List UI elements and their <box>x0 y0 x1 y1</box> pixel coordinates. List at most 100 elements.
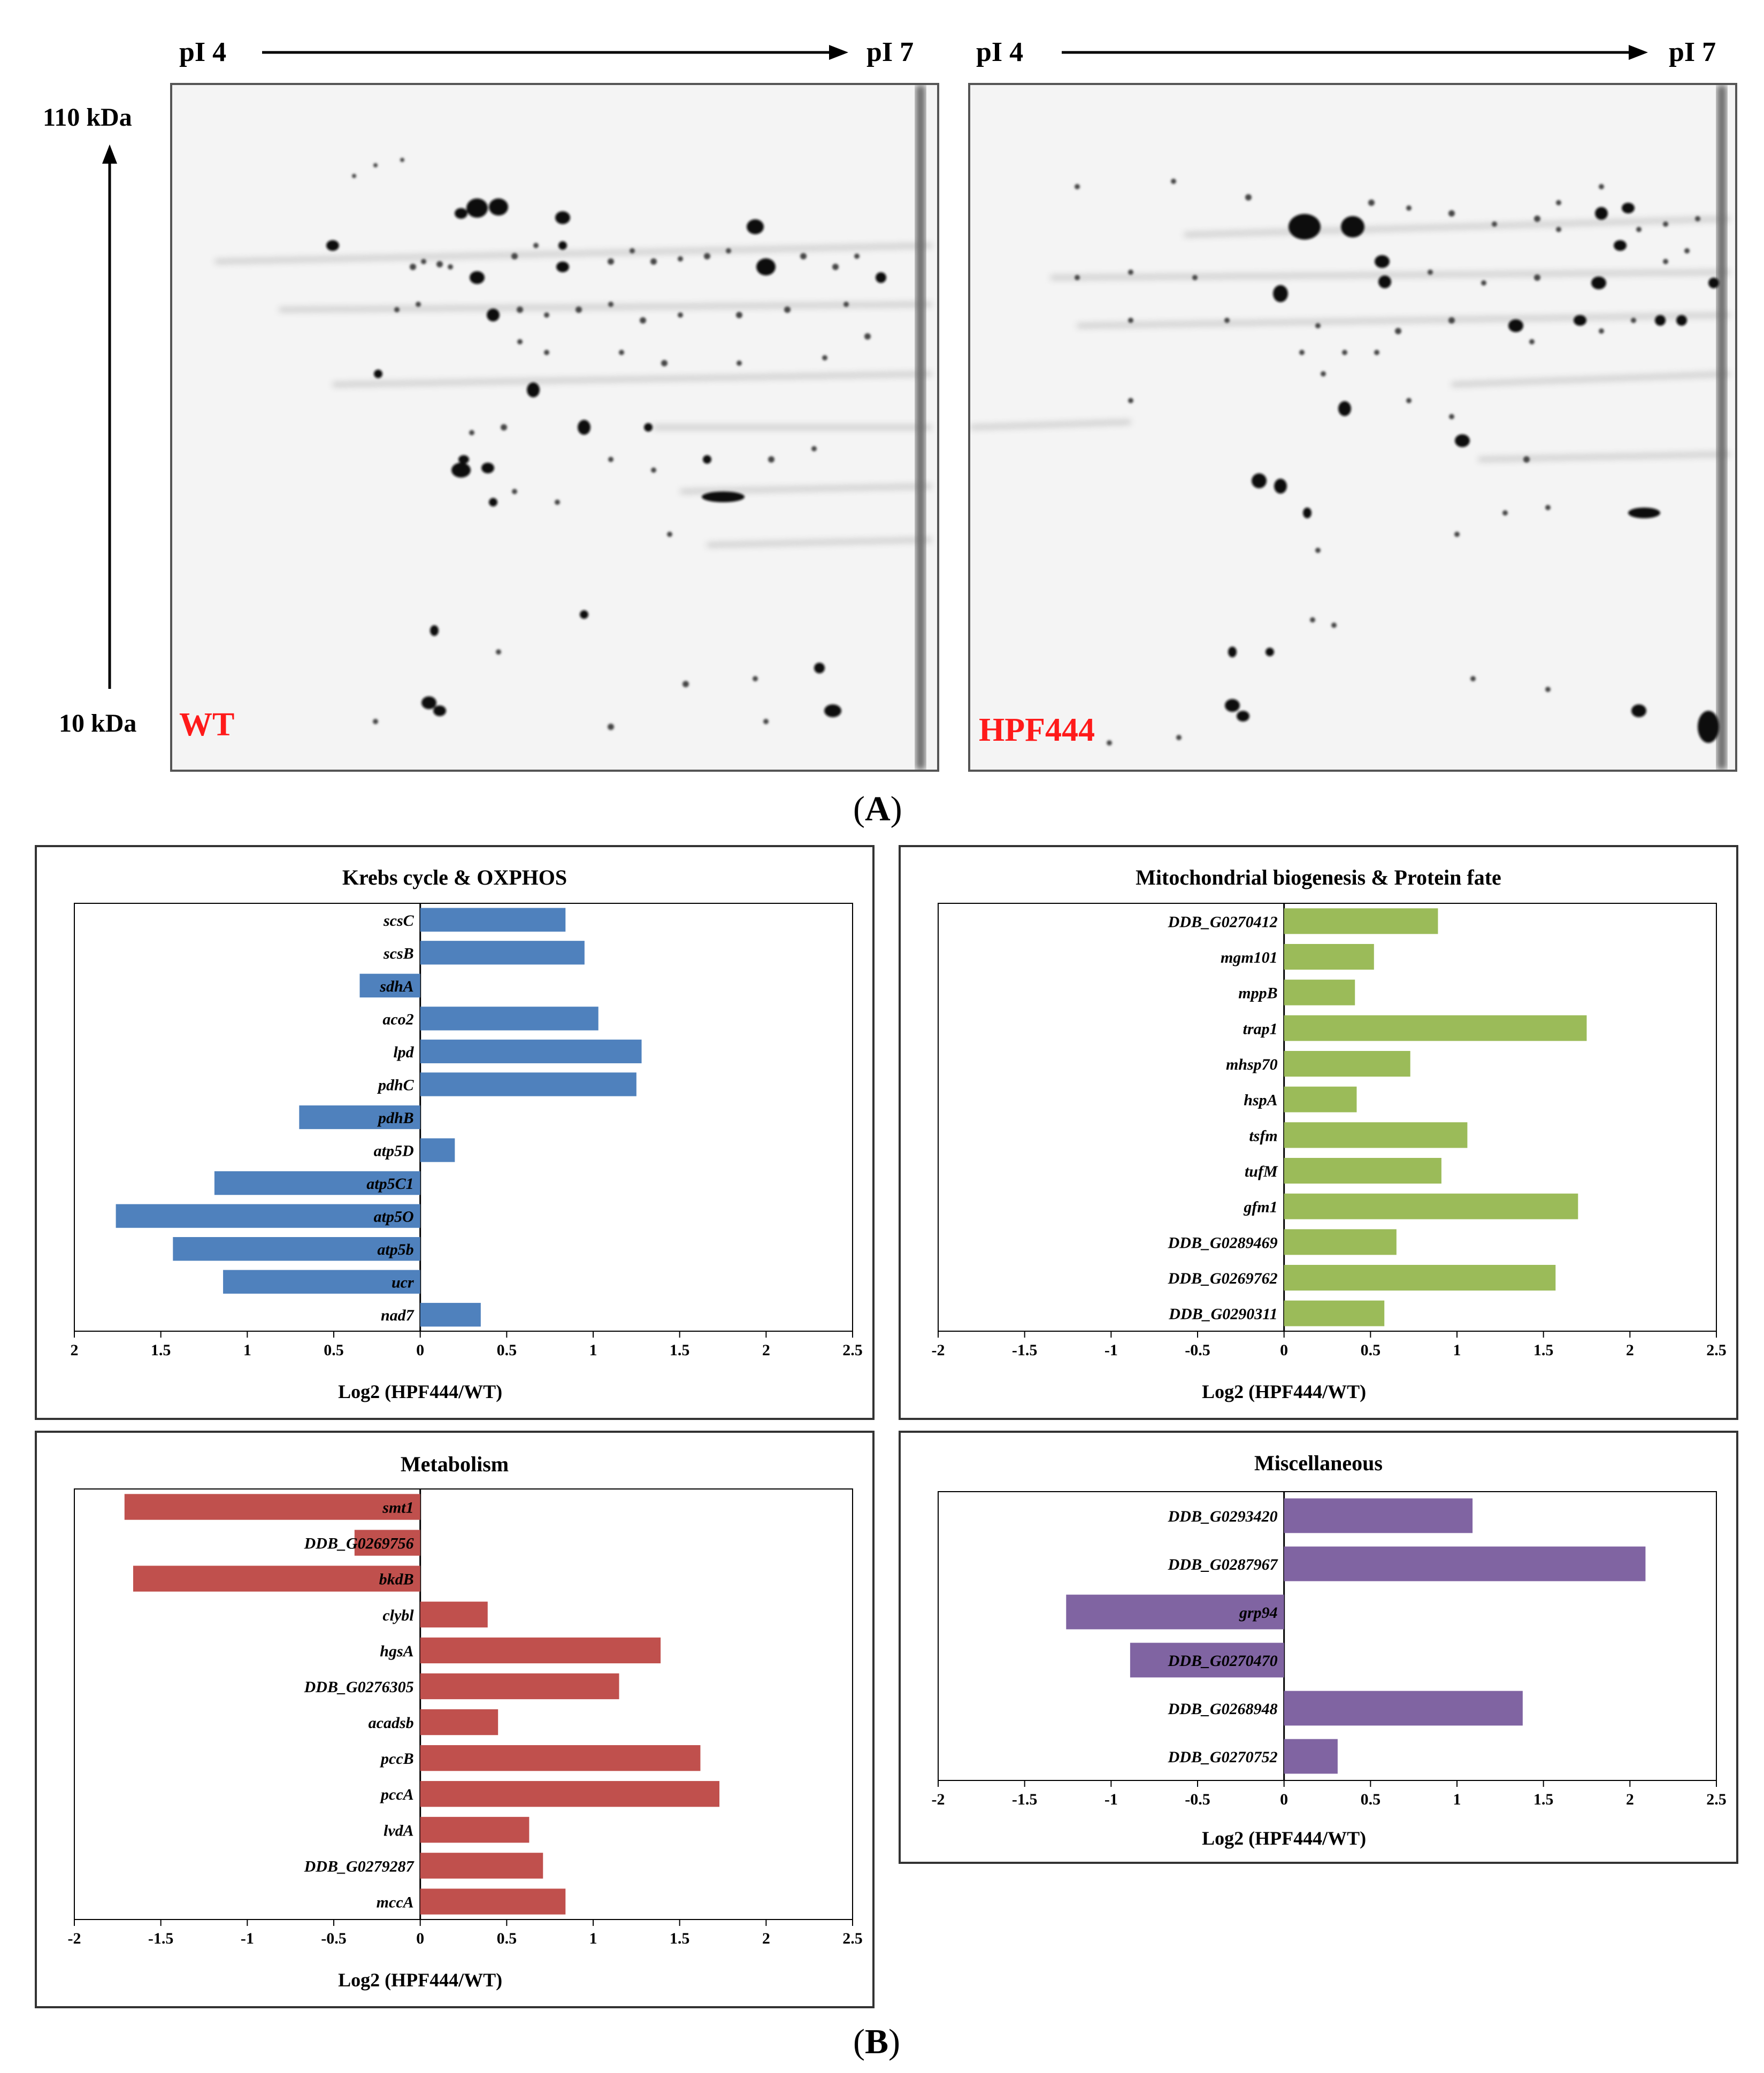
x-tick-label: -2 <box>932 1341 945 1359</box>
chart-mito: Mitochondrial biogenesis & Protein fate D… <box>899 845 1738 1420</box>
bar-label-hspa: hspA <box>1244 1092 1277 1109</box>
x-tick-label: 0.5 <box>1361 1341 1381 1359</box>
bar-label-ddb_g0269756: DDB_G0269756 <box>304 1535 414 1553</box>
bar-grp94 <box>1066 1594 1284 1630</box>
bar-mgm101 <box>1284 944 1374 970</box>
ph-arrow-left <box>262 42 850 63</box>
bar-mcca <box>420 1888 566 1915</box>
bar-label-atp5o: atp5O <box>374 1208 414 1226</box>
bar-ddb_g0269762 <box>1284 1265 1556 1291</box>
bar-scsb <box>420 941 585 965</box>
bar-mppb <box>1284 979 1355 1005</box>
mw-top-label: 110 kDa <box>43 103 132 132</box>
chart-krebs: Krebs cycle & OXPHOS scsC scsB sdhA aco2 lpd p… <box>35 845 875 1420</box>
bar-sdha <box>359 973 420 997</box>
x-tick-label: -2 <box>68 1930 81 1947</box>
bar-hspa <box>1284 1086 1357 1112</box>
x-axis-label: Log2 (HPF444/WT) <box>1202 1828 1366 1849</box>
bar-label-mppb: mppB <box>1238 985 1277 1002</box>
x-tick-label: 0.5 <box>324 1341 344 1359</box>
bar-hgsa <box>420 1637 661 1664</box>
bar-tsfm <box>1284 1122 1468 1148</box>
x-tick-label: 0 <box>1280 1341 1288 1359</box>
bar-ddb_g0270470 <box>1130 1642 1284 1678</box>
panel-letter-b: (B) <box>853 2022 900 2061</box>
chart-title: Miscellaneous <box>1254 1451 1383 1475</box>
bar-ddb_g0289469 <box>1284 1229 1397 1255</box>
x-tick-label: -1 <box>241 1930 254 1947</box>
bar-pcca <box>420 1781 720 1807</box>
bar-trap1 <box>1284 1015 1587 1041</box>
bar-lpd <box>420 1039 642 1064</box>
ph-end-left: pI 7 <box>866 37 914 67</box>
bar-scsc <box>420 908 566 932</box>
bar-label-mgm101: mgm101 <box>1221 949 1278 966</box>
bar-label-scsb: scsB <box>383 945 414 962</box>
bar-label-bkdb: bkdB <box>379 1571 414 1588</box>
x-tick-label: 2 <box>71 1341 79 1359</box>
bar-label-aco2: aco2 <box>382 1010 413 1028</box>
x-tick-label: 0.5 <box>1361 1791 1381 1808</box>
bar-atp5c1 <box>214 1171 420 1195</box>
x-tick-label: 1 <box>1453 1341 1461 1359</box>
plot-area <box>938 1491 1717 1781</box>
bar-label-pcca: pccA <box>379 1786 414 1803</box>
x-axis-label: Log2 (HPF444/WT) <box>338 1381 502 1402</box>
bar-lvda <box>420 1817 530 1843</box>
bar-label-ddb_g0293420: DDB_G0293420 <box>1168 1508 1278 1525</box>
x-axis-label: Log2 (HPF444/WT) <box>338 1969 502 1991</box>
bar-gfm1 <box>1284 1193 1578 1219</box>
bar-bkdb <box>133 1565 420 1592</box>
ph-end-right: pI 7 <box>1669 37 1716 67</box>
bar-label-smt1: smt1 <box>382 1499 413 1517</box>
bar-pccb <box>420 1745 701 1771</box>
x-tick-label: 1 <box>589 1341 597 1359</box>
bar-label-pdhc: pdhC <box>377 1076 415 1094</box>
bar-ddb_g0279287 <box>420 1853 543 1879</box>
x-tick-label: 1 <box>243 1341 251 1359</box>
bar-ucr <box>223 1270 420 1294</box>
x-tick-label: -1 <box>1105 1791 1118 1808</box>
x-tick-label: -1.5 <box>1012 1341 1038 1359</box>
bar-label-atp5b: atp5b <box>377 1241 413 1258</box>
bar-label-lpd: lpd <box>393 1043 414 1061</box>
ph-start-left: pI 4 <box>179 37 227 67</box>
x-tick-label: 1 <box>589 1930 597 1947</box>
x-tick-label: 2.5 <box>1706 1791 1727 1808</box>
x-tick-label: 1.5 <box>151 1341 171 1359</box>
x-tick-label: 0.5 <box>497 1930 517 1947</box>
bar-ddb_g0270752 <box>1284 1739 1338 1774</box>
bar-label-trap1: trap1 <box>1243 1020 1278 1038</box>
x-tick-label: -1.5 <box>148 1930 174 1947</box>
bar-pdhb <box>299 1105 420 1130</box>
bar-acadsb <box>420 1709 498 1736</box>
gel-label-hpf444: HPF444 <box>979 712 1095 748</box>
x-tick-label: 2.5 <box>842 1341 863 1359</box>
x-tick-label: 2 <box>1626 1341 1634 1359</box>
panel-letter-a: (A) <box>853 789 902 828</box>
bar-label-mhsp70: mhsp70 <box>1226 1056 1278 1073</box>
bar-nad7 <box>420 1303 481 1327</box>
x-tick-label: 1.5 <box>1533 1341 1554 1359</box>
bar-label-ddb_g0289469: DDB_G0289469 <box>1168 1234 1278 1252</box>
bar-label-clybl: clybl <box>382 1607 414 1624</box>
bar-label-pdhb: pdhB <box>377 1109 414 1127</box>
ph-start-right: pI 4 <box>976 37 1024 67</box>
x-tick-label: -1 <box>1105 1341 1118 1359</box>
bar-ddb_g0290311 <box>1284 1300 1385 1326</box>
bar-label-nad7: nad7 <box>381 1307 415 1324</box>
bar-label-ddb_g0270412: DDB_G0270412 <box>1168 913 1278 931</box>
bar-clybl <box>420 1601 488 1627</box>
bar-tufm <box>1284 1158 1441 1184</box>
x-tick-label: 1.5 <box>670 1930 690 1947</box>
x-tick-label: 1 <box>1453 1791 1461 1808</box>
bar-label-atp5c1: atp5C1 <box>366 1175 413 1193</box>
plot-area <box>74 1488 853 1920</box>
bar-label-ddb_g0268948: DDB_G0268948 <box>1168 1700 1278 1718</box>
bar-label-acadsb: acadsb <box>369 1714 414 1732</box>
bar-label-tsfm: tsfm <box>1249 1127 1277 1145</box>
gel-label-wt: WT <box>179 707 235 743</box>
bar-smt1 <box>124 1494 420 1520</box>
bar-label-ddb_g0290311: DDB_G0290311 <box>1168 1306 1277 1323</box>
x-tick-label: -2 <box>932 1791 945 1808</box>
